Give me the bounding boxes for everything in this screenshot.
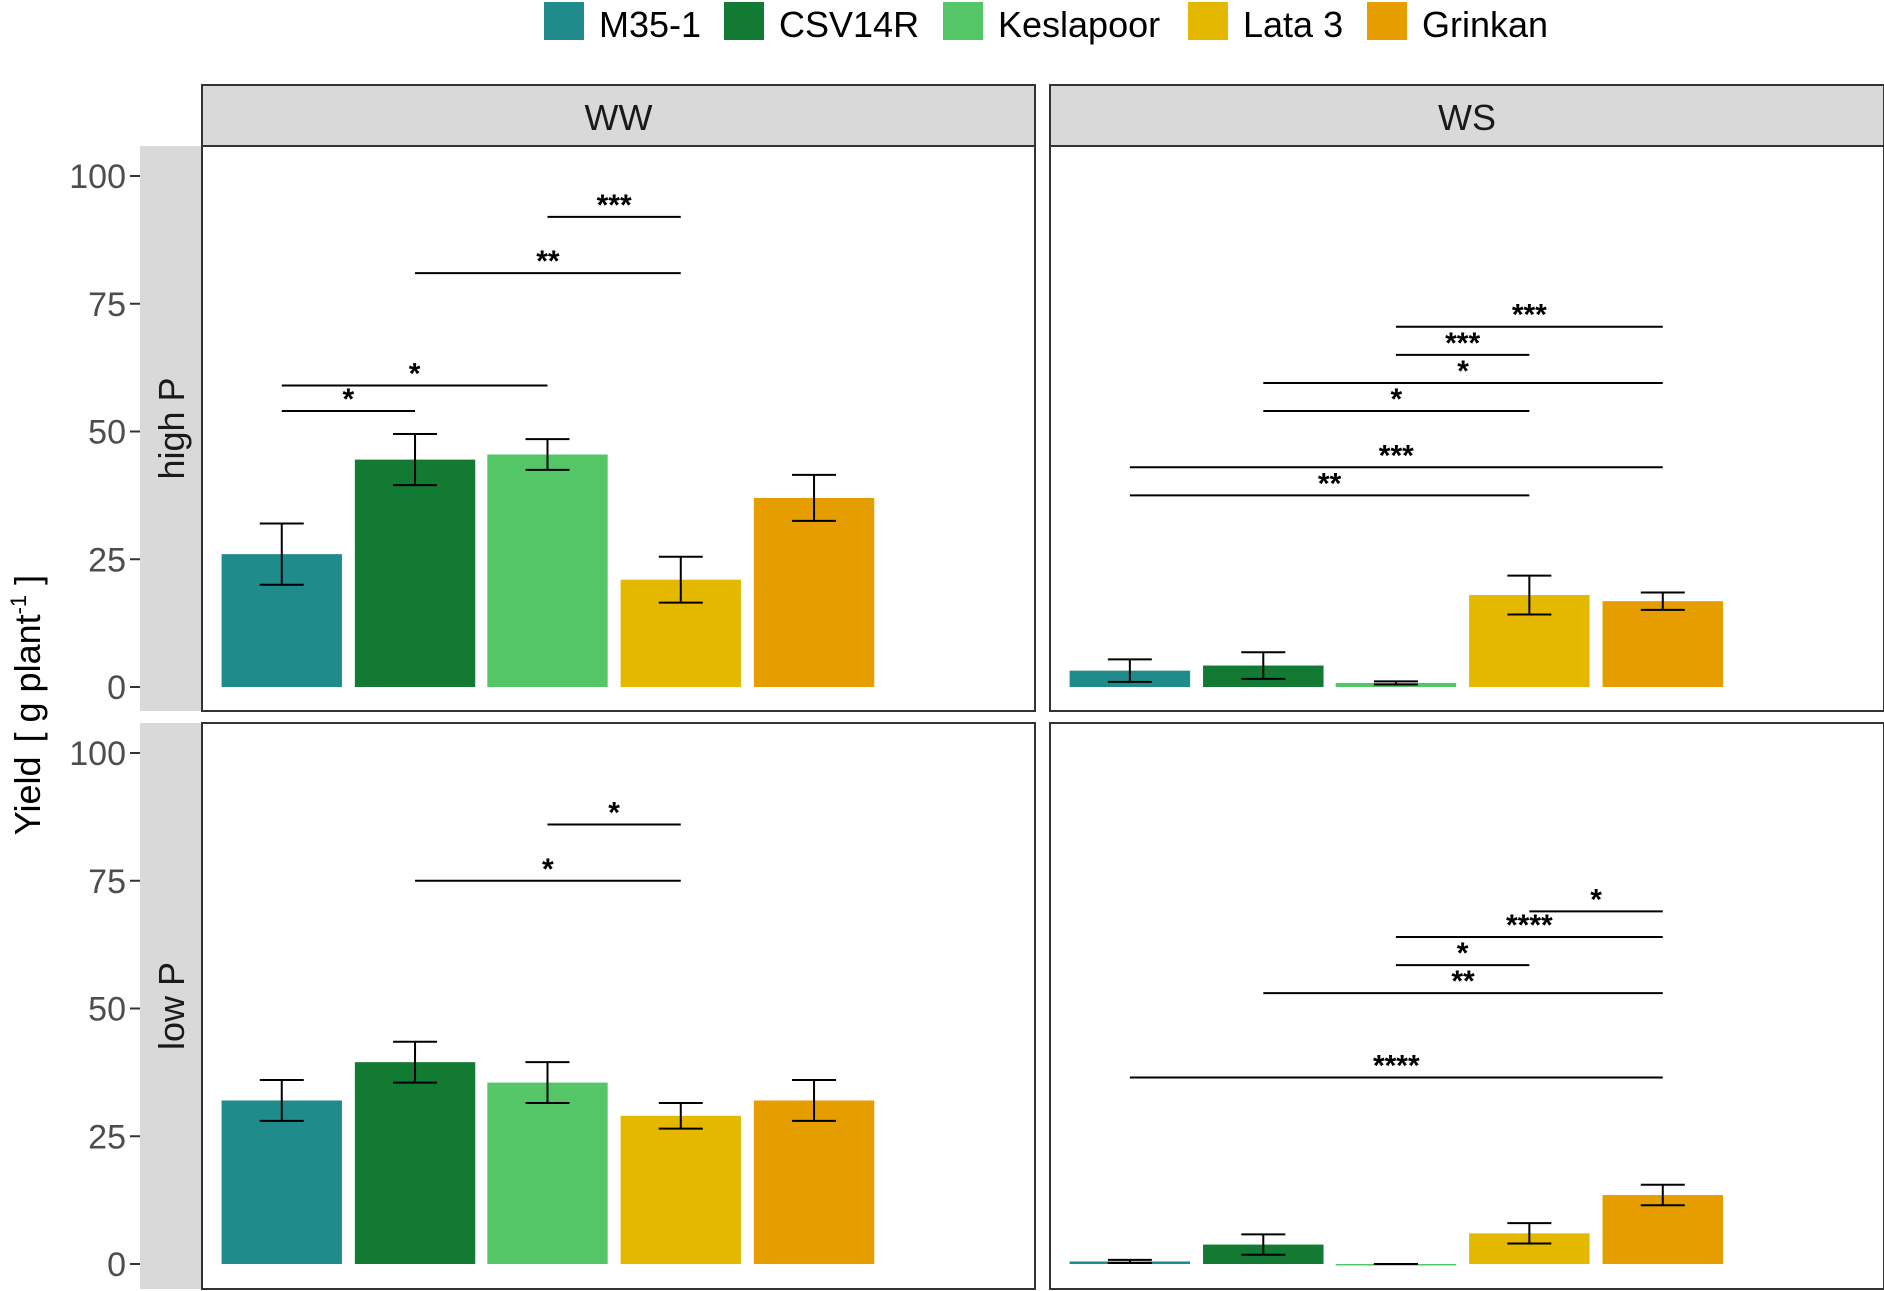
y-tick-label-high-p-50: 50 xyxy=(88,414,126,452)
panel-high-p-ww: ******* xyxy=(201,145,1036,712)
facet-panels: ********************************** xyxy=(201,145,1884,1290)
sig-label-keslapoor-grinkan: *** xyxy=(1512,299,1547,332)
y-tick-label-high-p-25: 25 xyxy=(88,541,126,579)
y-tick-label-high-p-0: 0 xyxy=(107,669,126,707)
strip-label-low-p: low P xyxy=(151,962,192,1050)
y-axis-title-exponent: -1 xyxy=(6,595,31,615)
legend-label-keslapoor: Keslapoor xyxy=(998,4,1160,45)
legend-key-csv14r xyxy=(724,2,764,40)
sig-label-keslapoor-lata-3: *** xyxy=(1445,327,1480,360)
legend-key-keslapoor xyxy=(943,2,983,40)
panel-low-p-ww-border xyxy=(201,722,1036,1290)
sig-label-keslapoor-grinkan: **** xyxy=(1506,909,1553,942)
strip-low-p xyxy=(140,723,202,1289)
legend-key-lata-3 xyxy=(1188,2,1228,40)
bar-csv14r xyxy=(354,459,476,687)
sig-label-keslapoor-lata-3: * xyxy=(608,797,620,830)
sig-label-csv14r-grinkan: ** xyxy=(1451,965,1475,998)
sig-label-keslapoor-lata-3: *** xyxy=(597,189,632,222)
sig-label-m35-1-keslapoor: * xyxy=(409,358,421,391)
sig-label-m35-1-grinkan: **** xyxy=(1373,1049,1420,1082)
bar-lata-3 xyxy=(620,1115,741,1264)
sig-label-m35-1-grinkan: *** xyxy=(1379,439,1414,472)
bar-keslapoor xyxy=(487,1082,608,1264)
bar-grinkan xyxy=(753,1100,875,1264)
strip-label-ww: WW xyxy=(585,97,653,138)
y-tick-label-low-p-100: 100 xyxy=(69,735,126,773)
sig-label-lata-3-grinkan: * xyxy=(1590,883,1602,916)
panel-high-p-ws: ************* xyxy=(1049,145,1884,712)
sig-label-csv14r-grinkan: * xyxy=(1457,355,1469,388)
bar-m35-1 xyxy=(221,1100,342,1264)
sig-label-m35-1-csv14r: * xyxy=(343,383,355,416)
legend-label-grinkan: Grinkan xyxy=(1422,4,1548,45)
strip-label-high-p: high P xyxy=(151,377,192,479)
panel-low-p-ww: ** xyxy=(201,722,1036,1290)
y-tick-label-low-p-0: 0 xyxy=(107,1246,126,1284)
bar-grinkan xyxy=(753,497,875,687)
strip-label-ws: WS xyxy=(1438,97,1496,138)
y-axis-title-close: ] xyxy=(7,575,48,595)
panel-high-p-ww-border xyxy=(201,145,1036,712)
y-axis-title-main: Yield xyxy=(7,756,48,835)
legend: M35-1 CSV14R Keslapoor Lata 3 Grinkan xyxy=(544,2,1548,45)
panel-high-p-ws-border xyxy=(1049,145,1884,712)
strip-ww xyxy=(201,84,1036,147)
y-tick-label-high-p-75: 75 xyxy=(88,286,126,324)
y-axis-title-unit: [ g plant xyxy=(7,614,48,742)
legend-label-lata-3: Lata 3 xyxy=(1243,4,1343,45)
legend-key-m35-1 xyxy=(544,2,584,40)
y-axes: 0 25 50 75 100 0 25 50 75 100 xyxy=(69,158,140,1284)
bar-keslapoor xyxy=(487,454,608,687)
sig-label-keslapoor-lata-3: * xyxy=(1457,937,1469,970)
legend-label-csv14r: CSV14R xyxy=(779,4,919,45)
bar-grinkan xyxy=(1602,1195,1724,1264)
y-axis-title: Yield [ g plant-1 ] xyxy=(6,575,48,835)
sig-label-csv14r-lata-3: ** xyxy=(536,245,560,278)
bar-grinkan xyxy=(1602,601,1724,687)
y-tick-label-low-p-50: 50 xyxy=(88,991,126,1029)
sig-label-m35-1-lata-3: ** xyxy=(1318,467,1342,500)
legend-label-m35-1: M35-1 xyxy=(599,4,701,45)
sig-label-csv14r-lata-3: * xyxy=(542,853,554,886)
y-tick-label-low-p-75: 75 xyxy=(88,863,126,901)
y-tick-label-high-p-100: 100 xyxy=(69,158,126,196)
sig-label-csv14r-lata-3: * xyxy=(1390,383,1402,416)
panel-low-p-ws: ************ xyxy=(1049,722,1884,1290)
y-tick-label-low-p-25: 25 xyxy=(88,1118,126,1156)
panel-low-p-ws-border xyxy=(1049,722,1884,1290)
bar-csv14r xyxy=(354,1062,476,1264)
legend-key-grinkan xyxy=(1367,2,1407,40)
strip-high-p xyxy=(140,146,202,711)
